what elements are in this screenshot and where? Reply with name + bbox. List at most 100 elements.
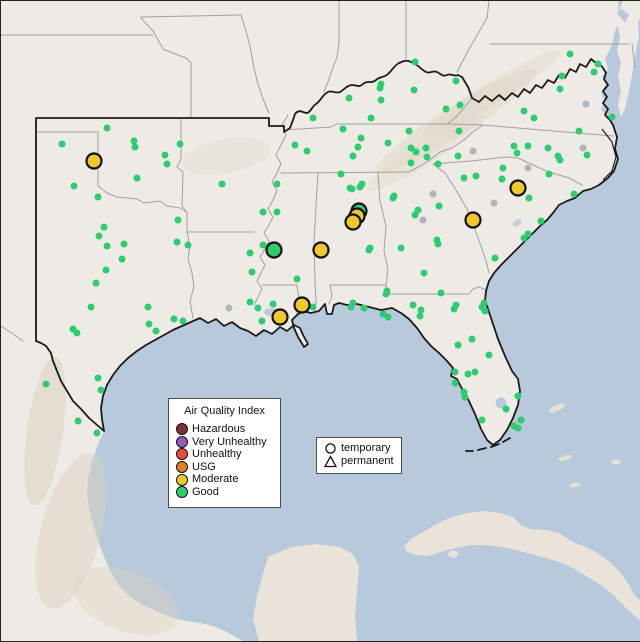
good-small-station-marker — [246, 298, 254, 306]
good-small-station-marker — [309, 114, 317, 122]
good-small-station-marker — [376, 84, 384, 92]
good-small-station-marker — [384, 139, 392, 147]
florida-keys — [465, 437, 511, 452]
gray-small-station-marker — [524, 164, 532, 172]
moderate-large-temporary-marker — [312, 241, 330, 259]
mainland-landmass — [1, 1, 619, 641]
good-small-station-marker — [412, 148, 420, 156]
moderate-large-temporary-marker — [271, 308, 289, 326]
good-small-station-marker — [514, 392, 522, 400]
good-small-station-marker — [360, 304, 368, 312]
gray-small-station-marker — [579, 144, 587, 152]
gray-small-station-marker — [469, 147, 477, 155]
good-small-station-marker — [367, 114, 375, 122]
good-small-station-marker — [514, 424, 522, 432]
good-small-station-marker — [218, 180, 226, 188]
good-small-station-marker — [58, 140, 66, 148]
aqi-legend-item: Hazardous — [176, 423, 273, 436]
good-small-station-marker — [382, 290, 390, 298]
good-small-station-marker — [472, 172, 480, 180]
gray-small-station-marker — [582, 100, 590, 108]
outer-banks — [601, 128, 617, 181]
moderate-large-temporary-marker — [85, 152, 103, 170]
aqi-color-swatch — [176, 435, 188, 448]
good-small-station-marker — [520, 107, 528, 115]
good-small-station-marker — [468, 335, 476, 343]
good-small-station-marker — [397, 244, 405, 252]
good-small-station-marker — [346, 184, 354, 192]
good-small-station-marker — [502, 405, 510, 413]
good-small-station-marker — [422, 144, 430, 152]
good-small-station-marker — [583, 151, 591, 159]
good-small-station-marker — [417, 306, 425, 314]
good-small-station-marker — [517, 416, 525, 424]
good-small-station-marker — [537, 217, 545, 225]
aqi-legend-label: Very Unhealthy — [192, 435, 267, 448]
good-small-station-marker — [102, 266, 110, 274]
good-small-station-marker — [163, 160, 171, 168]
isle-of-youth — [448, 550, 458, 558]
marker-type-label: temporary — [341, 442, 391, 455]
aqi-legend-label: USG — [192, 460, 216, 473]
good-small-station-marker — [176, 140, 184, 148]
good-small-station-marker — [510, 142, 518, 150]
aqi-color-swatch — [176, 423, 188, 436]
good-small-station-marker — [411, 211, 419, 219]
good-small-station-marker — [499, 164, 507, 172]
good-small-station-marker — [520, 234, 528, 242]
good-small-station-marker — [258, 317, 266, 325]
good-small-station-marker — [461, 393, 469, 401]
good-small-station-marker — [570, 190, 578, 198]
delmarva-peninsula — [617, 1, 640, 117]
good-small-station-marker — [478, 416, 486, 424]
aqi-legend-items: Hazardous Very Unhealthy Unhealthy USG Moder… — [176, 423, 273, 499]
good-small-station-marker — [291, 141, 299, 149]
moderate-large-temporary-marker — [293, 296, 311, 314]
aqi-color-swatch — [176, 486, 188, 499]
good-small-station-marker — [259, 208, 267, 216]
coastline — [100, 124, 619, 446]
good-small-station-marker — [451, 379, 459, 387]
good-small-station-marker — [513, 149, 521, 157]
good-small-station-marker — [423, 153, 431, 161]
good-small-station-marker — [454, 341, 462, 349]
good-small-station-marker — [556, 156, 564, 164]
lake-marion — [512, 219, 522, 227]
good-small-station-marker — [259, 241, 267, 249]
aqi-color-swatch — [176, 473, 188, 486]
moderate-large-temporary-marker — [509, 179, 527, 197]
good-small-station-marker — [525, 194, 533, 202]
good-small-station-marker — [174, 216, 182, 224]
good-small-station-marker — [485, 351, 493, 359]
delaware-bay — [617, 9, 629, 23]
aqi-legend-title: Air Quality Index — [184, 405, 265, 417]
state-borders — [1, 1, 636, 342]
good-large-temporary-marker — [265, 241, 283, 259]
good-small-station-marker — [524, 142, 532, 150]
marker-type-items: temporary permanent — [324, 442, 394, 468]
good-small-station-marker — [407, 144, 415, 152]
good-small-station-marker — [558, 72, 566, 80]
good-small-station-marker — [345, 94, 353, 102]
good-small-station-marker — [358, 180, 366, 188]
good-small-station-marker — [464, 370, 472, 378]
good-small-station-marker — [95, 232, 103, 240]
good-small-station-marker — [389, 194, 397, 202]
good-small-station-marker — [349, 152, 357, 160]
good-small-station-marker — [161, 151, 169, 159]
good-small-station-marker — [170, 315, 178, 323]
moderate-large-temporary-marker — [344, 213, 362, 231]
good-small-station-marker — [94, 374, 102, 382]
good-small-station-marker — [103, 124, 111, 132]
good-small-station-marker — [451, 368, 459, 376]
good-small-station-marker — [590, 68, 598, 76]
good-small-station-marker — [410, 86, 418, 94]
good-small-station-marker — [379, 310, 387, 318]
good-small-station-marker — [144, 303, 152, 311]
good-small-station-marker — [556, 85, 564, 93]
marker-type-label: permanent — [341, 455, 394, 468]
good-small-station-marker — [544, 144, 552, 152]
good-small-station-marker — [416, 312, 424, 320]
